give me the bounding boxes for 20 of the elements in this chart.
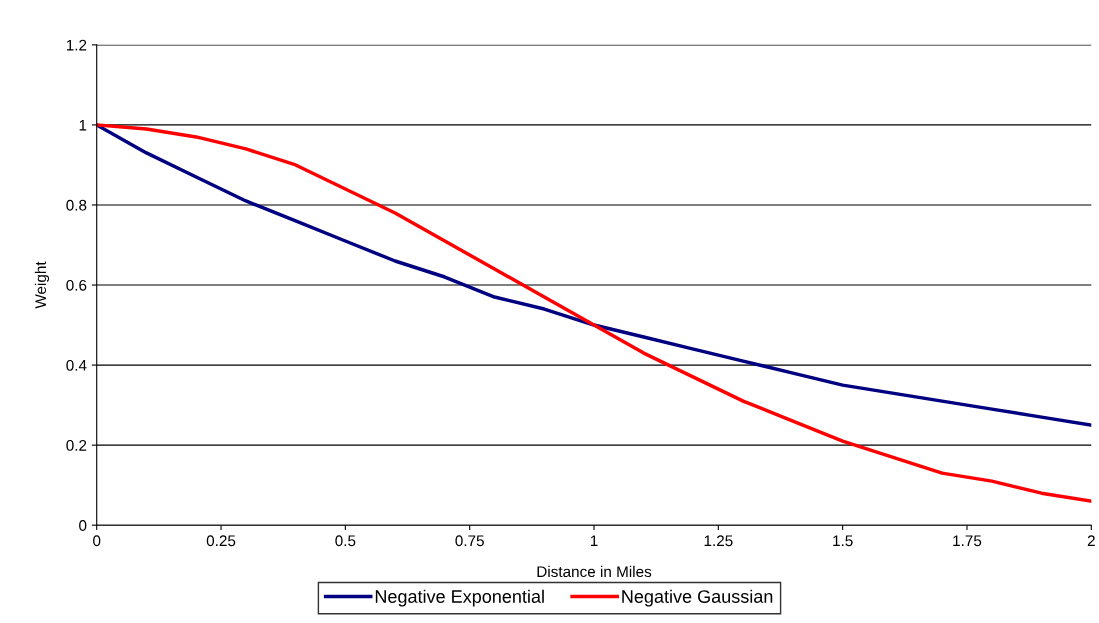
x-tick-label: 1.75 bbox=[953, 535, 982, 547]
y-tick-label: 1.2 bbox=[66, 39, 87, 51]
x-tick-label: 1.25 bbox=[704, 535, 733, 547]
y-tick-label: 0.6 bbox=[66, 279, 87, 291]
legend-label: Negative Exponential bbox=[375, 589, 544, 607]
legend-label: Negative Gaussian bbox=[622, 589, 773, 607]
x-tick-label: 1.5 bbox=[833, 535, 853, 547]
x-axis-title: Distance in Miles bbox=[537, 565, 652, 578]
x-tick-label: 0.5 bbox=[335, 535, 356, 547]
x-tick-label: 0.75 bbox=[455, 535, 484, 547]
y-tick-label: 0 bbox=[79, 520, 87, 531]
y-tick-label: 0.4 bbox=[66, 359, 87, 371]
x-tick-label: 0.25 bbox=[206, 535, 236, 547]
x-tick-label: 0 bbox=[93, 535, 101, 547]
y-tick-label: 0.2 bbox=[66, 440, 87, 451]
x-tick-label: 1 bbox=[590, 535, 598, 546]
y-tick-label: 0.8 bbox=[66, 199, 87, 211]
y-tick-label: 1 bbox=[79, 119, 87, 131]
y-axis-title: Weight bbox=[34, 261, 50, 309]
x-tick-label: 2 bbox=[1087, 535, 1095, 546]
